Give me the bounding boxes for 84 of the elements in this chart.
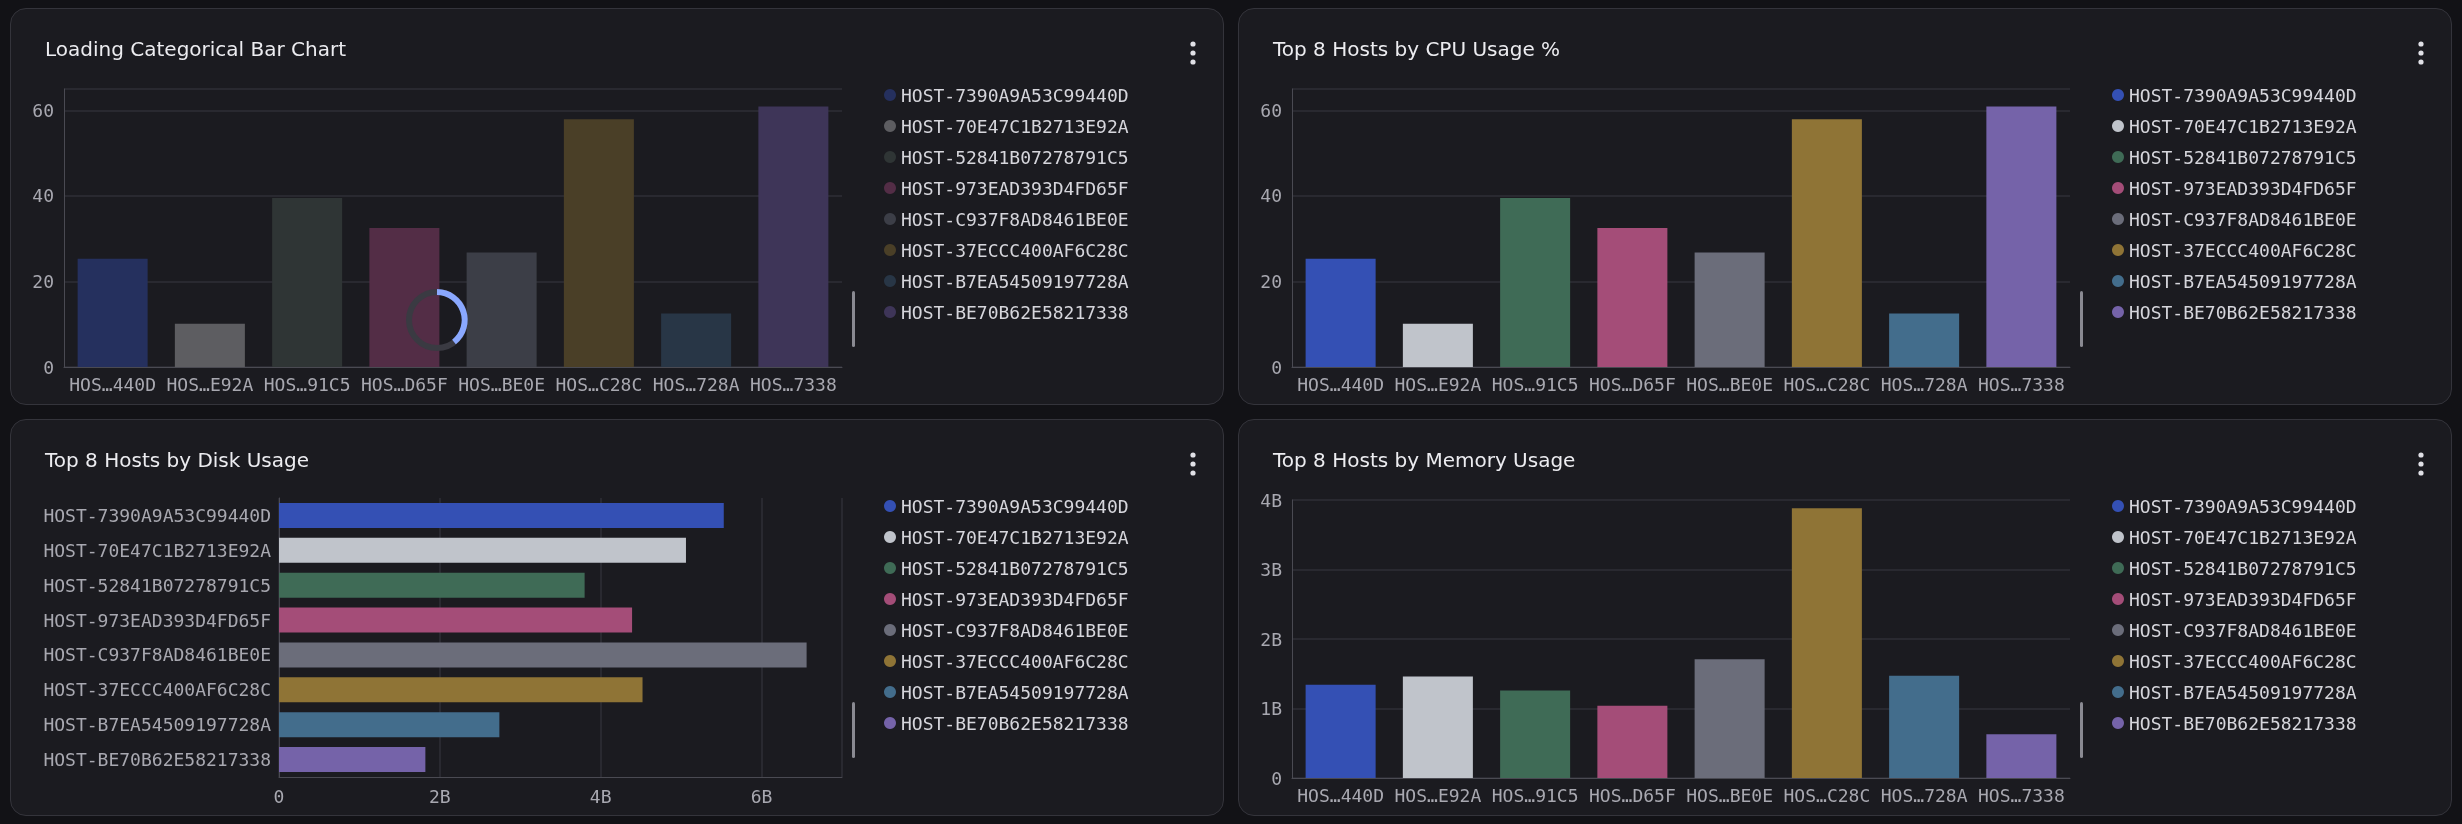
legend-label: HOST-7390A9A53C99440D [2129, 495, 2357, 517]
y-tick-label: 20 [32, 270, 54, 292]
legend-label: HOST-52841B07278791C5 [2129, 146, 2357, 168]
x-tick-label: HOS…C28C [1783, 784, 1871, 806]
x-tick-label: HOS…BE0E [1686, 373, 1773, 395]
x-tick-label: HOS…7338 [1978, 373, 2065, 395]
legend-label: HOST-37ECCC400AF6C28C [901, 239, 1129, 261]
legend-label: HOST-BE70B62E58217338 [901, 712, 1129, 734]
legend-label: HOST-973EAD393D4FD65F [901, 588, 1129, 610]
y-tick-label: 2B [1260, 628, 1282, 650]
y-tick-label: HOST-37ECCC400AF6C28C [43, 679, 271, 701]
chart-title: Top 8 Hosts by CPU Usage % [1273, 37, 1561, 61]
x-tick-label: HOS…E92A [166, 373, 254, 395]
legend-label: HOST-C937F8AD8461BE0E [901, 619, 1129, 641]
chart-title: Loading Categorical Bar Chart [45, 37, 347, 61]
x-tick-label: HOS…440D [1297, 784, 1384, 806]
x-tick-label: HOS…D65F [1589, 373, 1676, 395]
x-tick-label: HOS…91C5 [1491, 373, 1579, 395]
legend-label: HOST-B7EA54509197728A [901, 681, 1129, 703]
x-tick-label: HOS…7338 [750, 373, 837, 395]
legend-label: HOST-7390A9A53C99440D [2129, 84, 2357, 106]
x-tick-label: HOS…91C5 [1491, 784, 1579, 806]
legend-label: HOST-973EAD393D4FD65F [901, 177, 1129, 199]
legend-label: HOST-70E47C1B2713E92A [901, 526, 1129, 548]
y-tick-label: 0 [1271, 767, 1282, 789]
x-tick-label: 4B [589, 785, 612, 807]
x-tick-label: 6B [750, 785, 773, 807]
x-tick-label: HOS…440D [1297, 373, 1384, 395]
y-tick-label: HOST-7390A9A53C99440D [43, 504, 271, 526]
legend-label: HOST-70E47C1B2713E92A [901, 115, 1129, 137]
y-tick-label: HOST-973EAD393D4FD65F [43, 609, 271, 631]
x-tick-label: HOS…E92A [1394, 784, 1482, 806]
legend-label: HOST-70E47C1B2713E92A [2129, 115, 2357, 137]
y-tick-label: 3B [1260, 559, 1282, 580]
y-tick-label: 60 [32, 99, 54, 121]
x-tick-label: HOS…728A [652, 373, 740, 395]
legend-label: HOST-B7EA54509197728A [2129, 681, 2357, 703]
x-tick-label: HOS…BE0E [1686, 784, 1773, 806]
legend-label: HOST-B7EA54509197728A [2129, 270, 2357, 292]
y-tick-label: 20 [1260, 270, 1282, 292]
x-tick-label: HOS…728A [1880, 373, 1968, 395]
chart-title: Top 8 Hosts by Disk Usage [45, 448, 310, 472]
y-tick-label: 0 [1271, 356, 1282, 378]
legend-label: HOST-7390A9A53C99440D [901, 495, 1129, 517]
legend-label: HOST-37ECCC400AF6C28C [2129, 650, 2357, 672]
legend-label: HOST-52841B07278791C5 [901, 557, 1129, 579]
y-tick-label: 40 [32, 185, 54, 207]
y-tick-label: 40 [1260, 185, 1282, 207]
y-tick-label: 1B [1260, 698, 1282, 719]
legend-label: HOST-37ECCC400AF6C28C [2129, 239, 2357, 261]
legend-label: HOST-B7EA54509197728A [901, 270, 1129, 292]
x-tick-label: HOS…440D [69, 373, 156, 395]
x-tick-label: HOS…C28C [555, 373, 643, 395]
legend-label: HOST-C937F8AD8461BE0E [901, 208, 1129, 230]
y-tick-label: 60 [1260, 99, 1282, 121]
x-tick-label: HOS…E92A [1394, 373, 1482, 395]
y-tick-label: HOST-BE70B62E58217338 [43, 749, 271, 771]
x-tick-label: HOS…91C5 [263, 373, 351, 395]
y-tick-label: HOST-70E47C1B2713E92A [43, 539, 272, 561]
x-tick-label: HOS…728A [1880, 784, 1968, 806]
chart-title: Top 8 Hosts by Memory Usage [1273, 448, 1576, 472]
legend-label: HOST-BE70B62E58217338 [2129, 301, 2357, 323]
y-tick-label: HOST-C937F8AD8461BE0E [43, 644, 271, 666]
legend-label: HOST-7390A9A53C99440D [901, 84, 1129, 106]
x-tick-label: HOS…D65F [1589, 784, 1676, 806]
legend-label: HOST-37ECCC400AF6C28C [901, 650, 1129, 672]
y-tick-label: HOST-B7EA54509197728A [43, 714, 272, 736]
x-tick-label: HOS…BE0E [458, 373, 545, 395]
y-tick-label: 4B [1260, 489, 1282, 511]
y-tick-label: HOST-52841B07278791C5 [43, 574, 271, 596]
legend-label: HOST-C937F8AD8461BE0E [2129, 619, 2357, 641]
x-tick-label: HOS…C28C [1783, 373, 1871, 395]
x-tick-label: HOS…7338 [1978, 784, 2065, 806]
y-tick-label: 0 [43, 356, 54, 378]
legend-label: HOST-BE70B62E58217338 [901, 301, 1129, 323]
legend-label: HOST-52841B07278791C5 [901, 146, 1129, 168]
legend-label: HOST-973EAD393D4FD65F [2129, 177, 2357, 199]
x-tick-label: 2B [429, 785, 451, 807]
legend-label: HOST-973EAD393D4FD65F [2129, 588, 2357, 610]
legend-label: HOST-52841B07278791C5 [2129, 557, 2357, 579]
legend-label: HOST-BE70B62E58217338 [2129, 712, 2357, 734]
x-tick-label: HOS…D65F [361, 373, 448, 395]
legend-label: HOST-C937F8AD8461BE0E [2129, 208, 2357, 230]
legend-label: HOST-70E47C1B2713E92A [2129, 526, 2357, 548]
